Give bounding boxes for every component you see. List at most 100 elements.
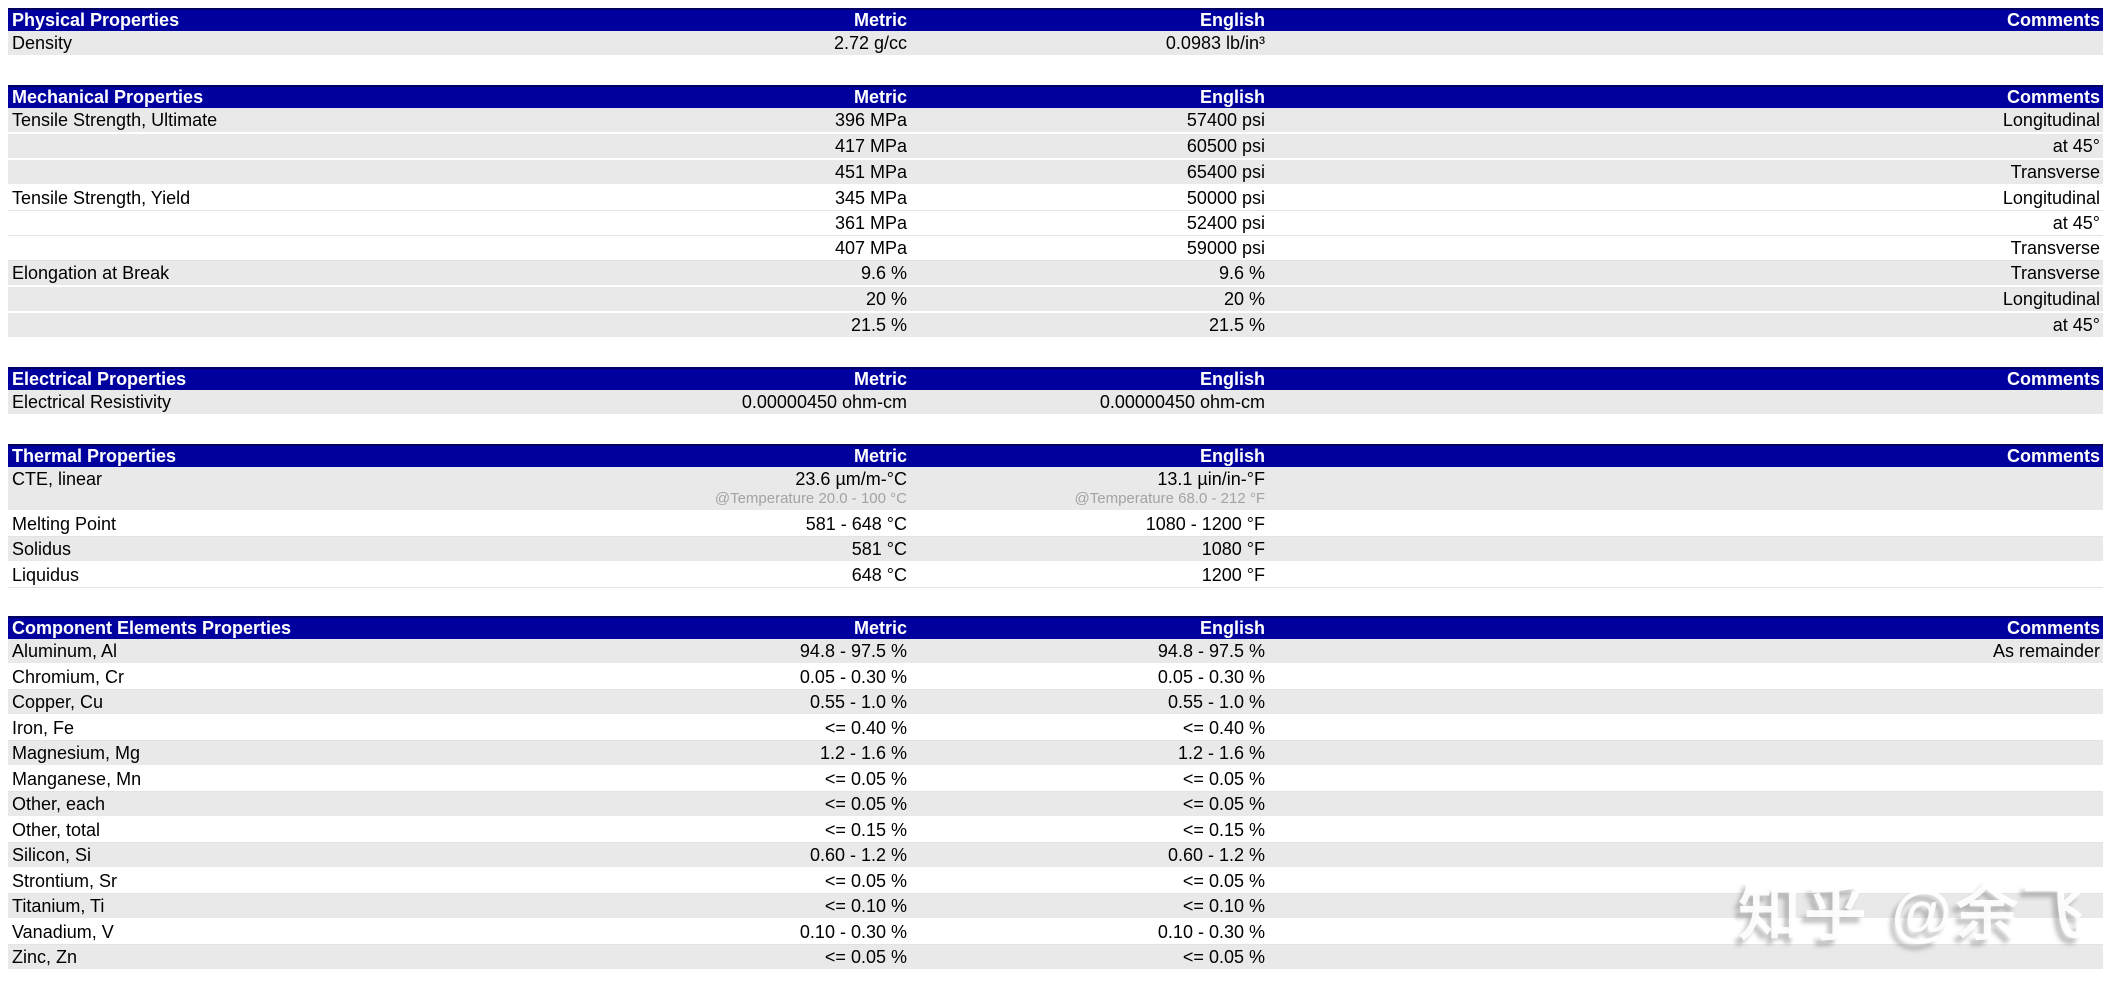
metric-value: 21.5 % <box>850 315 907 335</box>
table-row: Melting Point 581 - 648 °C 1080 - 1200 °… <box>8 511 2103 537</box>
english-value: 20 % <box>1223 289 1265 309</box>
english-column-header: English <box>910 85 1268 108</box>
comments-cell <box>1268 664 2103 690</box>
english-cell: 0.00000450 ohm-cm <box>910 390 1268 416</box>
table-header-row: Thermal Properties Metric English Commen… <box>8 444 2103 467</box>
table-header-row: Component Elements Properties Metric Eng… <box>8 616 2103 639</box>
metric-cell: <= 0.40 % <box>553 715 910 741</box>
metric-value: 407 MPa <box>834 238 907 258</box>
section-title: Thermal Properties <box>8 444 553 467</box>
metric-column-header: Metric <box>553 444 910 467</box>
comments-column-header: Comments <box>1268 444 2103 467</box>
property-cell: Silicon, Si <box>8 842 553 869</box>
metric-value: 648 °C <box>851 565 907 585</box>
metric-cell: <= 0.15 % <box>553 817 910 843</box>
properties-table: Component Elements Properties Metric Eng… <box>8 616 2103 971</box>
metric-cell: 451 MPa <box>553 159 910 186</box>
property-cell <box>8 159 553 186</box>
table-body: Tensile Strength, Ultimate 396 MPa 57400… <box>8 108 2103 339</box>
table-header-row: Physical Properties Metric English Comme… <box>8 8 2103 31</box>
table-body: CTE, linear 23.6 µm/m-°C @Temperature 20… <box>8 467 2103 588</box>
property-cell: Manganese, Mn <box>8 766 553 792</box>
english-cell: 94.8 - 97.5 % <box>910 639 1268 665</box>
metric-value: 451 MPa <box>834 162 907 182</box>
english-value: <= 0.40 % <box>1182 718 1265 738</box>
comments-cell <box>1268 562 2103 588</box>
properties-section: Electrical Properties Metric English Com… <box>8 367 2103 416</box>
comments-cell: Longitudinal <box>1268 185 2103 211</box>
metric-value: <= 0.05 % <box>824 794 907 814</box>
table-row: 361 MPa 52400 psi at 45° <box>8 210 2103 236</box>
metric-value: <= 0.10 % <box>824 896 907 916</box>
table-row: Silicon, Si 0.60 - 1.2 % 0.60 - 1.2 % <box>8 842 2103 869</box>
english-value: 1.2 - 1.6 % <box>1177 743 1265 763</box>
table-row: Tensile Strength, Yield 345 MPa 50000 ps… <box>8 185 2103 211</box>
property-cell <box>8 235 553 261</box>
table-row: Copper, Cu 0.55 - 1.0 % 0.55 - 1.0 % <box>8 689 2103 716</box>
english-column-header: English <box>910 616 1268 639</box>
metric-cell: <= 0.10 % <box>553 893 910 920</box>
english-cell: 13.1 µin/in-°F @Temperature 68.0 - 212 °… <box>910 467 1268 512</box>
metric-cell: 2.72 g/cc <box>553 31 910 57</box>
metric-value: 0.60 - 1.2 % <box>809 845 907 865</box>
metric-value: 23.6 µm/m-°C <box>795 469 907 489</box>
metric-cell: 0.55 - 1.0 % <box>553 689 910 716</box>
english-cell: 65400 psi <box>910 159 1268 186</box>
metric-value: 345 MPa <box>834 188 907 208</box>
comments-cell <box>1268 31 2103 57</box>
metric-cell: <= 0.05 % <box>553 944 910 971</box>
english-value: <= 0.05 % <box>1182 769 1265 789</box>
english-cell: 60500 psi <box>910 133 1268 160</box>
english-cell: 50000 psi <box>910 185 1268 211</box>
comments-cell <box>1268 715 2103 741</box>
table-row: Other, each <= 0.05 % <= 0.05 % <box>8 791 2103 818</box>
section-title: Electrical Properties <box>8 367 553 390</box>
english-value: 50000 psi <box>1186 188 1265 208</box>
comments-cell <box>1268 817 2103 843</box>
english-value: 65400 psi <box>1186 162 1265 182</box>
english-cell: 0.10 - 0.30 % <box>910 919 1268 945</box>
properties-section: Mechanical Properties Metric English Com… <box>8 85 2103 339</box>
english-cell: 0.55 - 1.0 % <box>910 689 1268 716</box>
english-value: 59000 psi <box>1186 238 1265 258</box>
english-cell: 1200 °F <box>910 562 1268 588</box>
metric-column-header: Metric <box>553 616 910 639</box>
properties-section: Thermal Properties Metric English Commen… <box>8 444 2103 588</box>
metric-value: 417 MPa <box>834 136 907 156</box>
property-cell: Melting Point <box>8 511 553 537</box>
comments-cell <box>1268 893 2103 920</box>
property-cell: Elongation at Break <box>8 260 553 287</box>
table-body: Density 2.72 g/cc 0.0983 lb/in³ <box>8 31 2103 57</box>
properties-table: Physical Properties Metric English Comme… <box>8 8 2103 57</box>
property-cell <box>8 210 553 236</box>
property-cell: Electrical Resistivity <box>8 390 553 416</box>
table-row: Chromium, Cr 0.05 - 0.30 % 0.05 - 0.30 % <box>8 664 2103 690</box>
comments-cell: Transverse <box>1268 260 2103 287</box>
english-cell: 21.5 % <box>910 312 1268 339</box>
property-cell: CTE, linear <box>8 467 553 512</box>
english-cell: 0.0983 lb/in³ <box>910 31 1268 57</box>
english-value: 52400 psi <box>1186 213 1265 233</box>
table-row: Titanium, Ti <= 0.10 % <= 0.10 % <box>8 893 2103 920</box>
table-row: Elongation at Break 9.6 % 9.6 % Transver… <box>8 260 2103 287</box>
english-cell: 1.2 - 1.6 % <box>910 740 1268 767</box>
english-note: @Temperature 68.0 - 212 °F <box>1074 490 1265 507</box>
comments-cell <box>1268 390 2103 416</box>
table-row: Magnesium, Mg 1.2 - 1.6 % 1.2 - 1.6 % <box>8 740 2103 767</box>
property-cell: Tensile Strength, Ultimate <box>8 108 553 134</box>
english-value: 0.0983 lb/in³ <box>1165 33 1265 53</box>
table-header-row: Electrical Properties Metric English Com… <box>8 367 2103 390</box>
english-cell: <= 0.05 % <box>910 791 1268 818</box>
comments-cell: Transverse <box>1268 159 2103 186</box>
english-column-header: English <box>910 444 1268 467</box>
table-row: Strontium, Sr <= 0.05 % <= 0.05 % <box>8 868 2103 894</box>
metric-note: @Temperature 20.0 - 100 °C <box>714 490 907 507</box>
property-cell: Copper, Cu <box>8 689 553 716</box>
comments-cell: Longitudinal <box>1268 286 2103 313</box>
metric-value: 581 - 648 °C <box>805 514 907 534</box>
comments-column-header: Comments <box>1268 85 2103 108</box>
properties-table: Mechanical Properties Metric English Com… <box>8 85 2103 339</box>
metric-value: 0.10 - 0.30 % <box>799 922 907 942</box>
metric-cell: 0.00000450 ohm-cm <box>553 390 910 416</box>
property-cell <box>8 133 553 160</box>
